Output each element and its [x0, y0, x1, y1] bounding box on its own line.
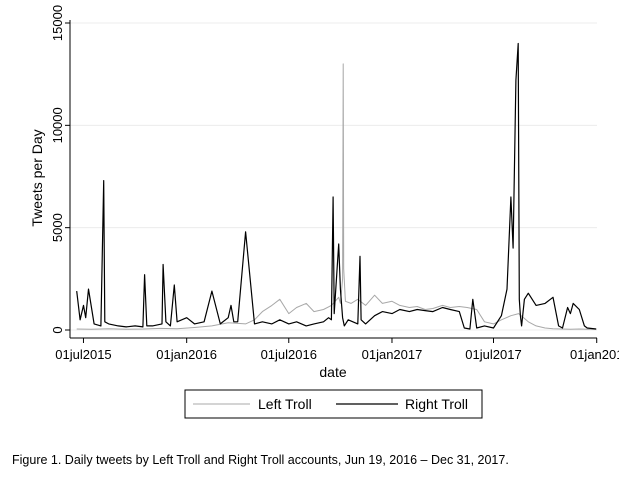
y-tick-label-3: 15000 [50, 5, 65, 41]
y-tick-label-0: 0 [50, 326, 65, 333]
x-tick-label-1: 01jan2016 [156, 347, 217, 362]
legend-label-left-troll: Left Troll [258, 396, 312, 412]
y-tick-label-2: 10000 [50, 107, 65, 143]
x-tick-label-2: 01jul2016 [261, 347, 317, 362]
legend-label-right-troll: Right Troll [405, 396, 468, 412]
y-tick-label-1: 5000 [50, 213, 65, 242]
x-tick-label-0: 01jul2015 [55, 347, 111, 362]
series-line-left-troll [76, 63, 597, 330]
chart-background [0, 0, 619, 440]
x-ticks: 01jul2015 01jan2016 01jul2016 01jan2017 01ju… [55, 338, 619, 362]
series-line-right-troll [76, 42, 597, 330]
axes [69, 20, 597, 339]
legend: Left Troll Right Troll [184, 389, 483, 419]
chart: 01jul2015 01jan2016 01jul2016 01jan2017 01ju… [0, 0, 619, 440]
x-tick-label-3: 01jan2017 [362, 347, 423, 362]
y-ticks: 0 5000 10000 15000 [50, 5, 70, 334]
x-axis-title: date [319, 364, 346, 380]
x-tick-label-4: 01jul2017 [465, 347, 521, 362]
y-axis-title: Tweets per Day [29, 129, 45, 226]
x-tick-label-5: 01jan201 [570, 347, 619, 362]
series-lines [76, 42, 597, 330]
figure-caption: Figure 1. Daily tweets by Left Troll and… [12, 453, 509, 467]
